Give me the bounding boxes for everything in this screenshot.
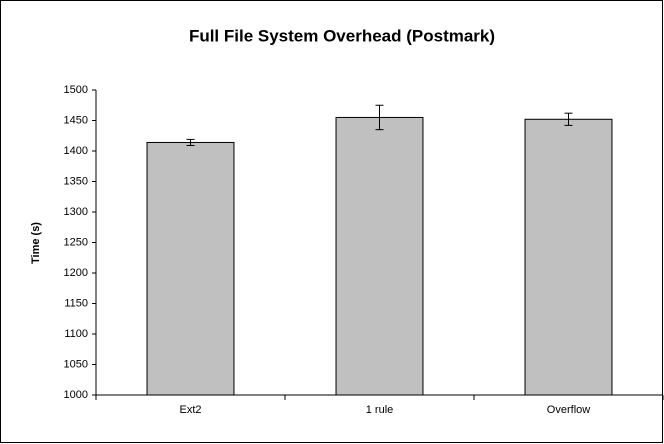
y-tick-label: 1100 <box>64 328 88 340</box>
y-tick-label: 1000 <box>64 389 88 401</box>
x-tick-label: Overflow <box>547 404 590 416</box>
y-tick-label: 1300 <box>64 206 88 218</box>
x-tick-label: Ext2 <box>179 404 201 416</box>
y-tick-label: 1400 <box>64 145 88 157</box>
y-tick-label: 1200 <box>64 267 88 279</box>
y-tick-label: 1050 <box>64 358 88 370</box>
y-tick-label: 1250 <box>64 236 88 248</box>
chart-title: Full File System Overhead (Postmark) <box>189 26 495 45</box>
x-tick-label: 1 rule <box>366 404 394 416</box>
bar <box>524 118 613 396</box>
y-axis-label: Time (s) <box>30 222 42 264</box>
y-tick-label: 1350 <box>64 175 88 187</box>
y-tick-label: 1150 <box>64 297 88 309</box>
y-tick-label: 1450 <box>64 114 88 126</box>
y-tick-label: 1500 <box>64 84 88 96</box>
bar <box>335 116 424 396</box>
bar <box>146 141 235 396</box>
